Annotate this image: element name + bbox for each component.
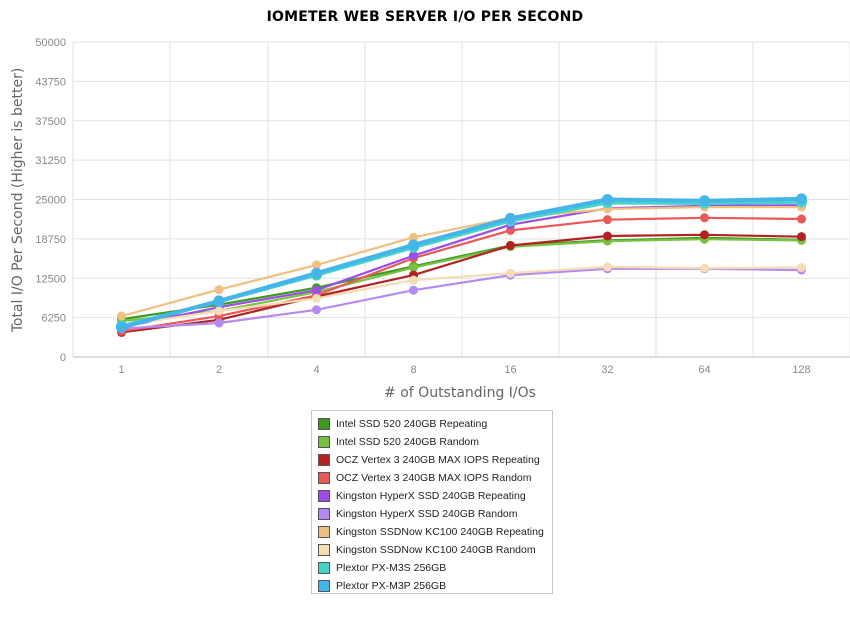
legend-label: Kingston HyperX SSD 240GB Random <box>336 508 518 520</box>
series-line <box>121 204 802 329</box>
legend-item: Plextor PX-M3S 256GB <box>318 559 552 577</box>
x-tick-label: 128 <box>792 364 810 376</box>
data-point <box>116 321 127 333</box>
y-tick-label: 6250 <box>42 313 66 325</box>
legend-swatch <box>318 508 330 520</box>
data-point <box>312 305 321 315</box>
data-point <box>213 295 225 307</box>
legend-label: Intel SSD 520 240GB Random <box>336 436 480 448</box>
x-tick-label: 8 <box>410 364 416 376</box>
tick-labels: 0 6250 12500 18750 25000 31250 37500 43750 50000… <box>35 37 810 376</box>
data-point <box>117 311 126 321</box>
y-tick-label: 37500 <box>35 116 66 128</box>
data-point <box>700 263 709 273</box>
legend-item: Intel SSD 520 240GB Random <box>318 433 552 451</box>
data-point <box>603 262 612 272</box>
legend-swatch <box>318 580 330 592</box>
data-point <box>409 263 418 273</box>
legend-label: Intel SSD 520 240GB Repeating <box>336 418 488 430</box>
y-tick-label: 12500 <box>35 273 66 285</box>
series-line <box>121 206 802 318</box>
data-point <box>312 293 321 303</box>
legend-label: Plextor PX-M3S 256GB <box>336 562 447 574</box>
legend-item: Intel SSD 520 240GB Repeating <box>318 415 552 433</box>
y-tick-label: 0 <box>60 352 66 364</box>
legend-label: OCZ Vertex 3 240GB MAX IOPS Random <box>336 472 532 484</box>
x-tick-label: 1 <box>118 364 124 376</box>
legend-swatch <box>318 436 330 448</box>
series-line <box>121 233 802 334</box>
data-point <box>214 306 224 316</box>
legend-swatch <box>318 562 330 574</box>
x-axis-label: # of Outstanding I/Os <box>384 385 536 401</box>
legend-item: Kingston HyperX SSD 240GB Repeating <box>318 487 552 505</box>
data-point <box>408 239 419 251</box>
series-9 <box>116 193 807 333</box>
legend-label: Plextor PX-M3P 256GB <box>336 580 447 592</box>
data-point <box>214 285 224 295</box>
legend-label: OCZ Vertex 3 240GB MAX IOPS Repeating <box>336 454 540 466</box>
legend-swatch <box>318 418 330 430</box>
legend-item: OCZ Vertex 3 240GB MAX IOPS Repeating <box>318 451 552 469</box>
data-point <box>312 260 321 270</box>
legend-label: Kingston HyperX SSD 240GB Repeating <box>336 490 526 502</box>
legend-swatch <box>318 544 330 556</box>
series-line <box>121 236 802 321</box>
x-tick-label: 32 <box>601 364 613 376</box>
series-line <box>121 216 802 333</box>
legend-item: Plextor PX-M3P 256GB <box>318 577 552 595</box>
legend-swatch <box>318 472 330 484</box>
series-lines <box>116 193 807 337</box>
data-point <box>312 285 321 295</box>
y-tick-label: 18750 <box>35 234 66 246</box>
x-tick-label: 64 <box>698 364 710 376</box>
data-point <box>700 213 709 223</box>
x-tick-label: 16 <box>504 364 516 376</box>
data-point <box>797 263 806 273</box>
y-tick-label: 25000 <box>35 195 66 207</box>
series-line <box>120 196 802 330</box>
data-point <box>505 212 516 224</box>
y-tick-label: 43750 <box>35 76 66 88</box>
y-tick-label: 31250 <box>35 155 66 167</box>
data-point <box>506 240 515 250</box>
data-point <box>506 268 515 278</box>
y-axis-label: Total I/O Per Second (Higher is better) <box>10 68 26 334</box>
legend-swatch <box>318 490 330 502</box>
series-line <box>121 265 802 327</box>
data-point <box>699 195 710 207</box>
legend-item: Kingston SSDNow KC100 240GB Random <box>318 541 552 559</box>
data-point <box>214 318 224 328</box>
data-point <box>409 232 418 242</box>
data-point <box>797 232 806 242</box>
line-chart: 0 6250 12500 18750 25000 31250 37500 43750 50000… <box>10 37 850 401</box>
data-point <box>602 194 613 205</box>
legend-item: Kingston SSDNow KC100 240GB Repeating <box>318 523 552 541</box>
x-tick-label: 2 <box>216 364 222 376</box>
data-point <box>700 230 709 240</box>
x-tick-label: 4 <box>313 364 319 376</box>
legend-swatch <box>318 526 330 538</box>
chart-title: IOMETER WEB SERVER I/O PER SECOND <box>266 9 584 25</box>
data-point <box>796 193 807 205</box>
y-tick-label: 50000 <box>35 37 66 49</box>
data-point <box>409 275 418 285</box>
data-point <box>797 214 806 224</box>
legend-item: Kingston HyperX SSD 240GB Random <box>318 505 552 523</box>
legend-label: Kingston SSDNow KC100 240GB Repeating <box>336 526 544 538</box>
data-point <box>311 267 322 279</box>
data-point <box>409 285 418 295</box>
data-point <box>409 251 418 261</box>
legend: Intel SSD 520 240GB Repeating Intel SSD 5… <box>311 410 553 594</box>
legend-item: OCZ Vertex 3 240GB MAX IOPS Random <box>318 469 552 487</box>
data-point <box>603 231 612 241</box>
legend-swatch <box>318 454 330 466</box>
legend-label: Kingston SSDNow KC100 240GB Random <box>336 544 536 556</box>
data-point <box>603 215 612 225</box>
